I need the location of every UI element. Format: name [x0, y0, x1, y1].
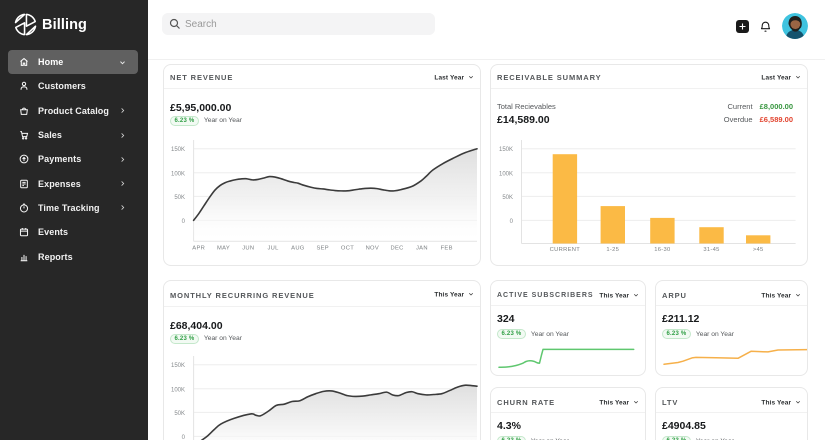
svg-text:150K: 150K	[499, 147, 513, 153]
svg-text:31-45: 31-45	[703, 247, 719, 253]
svg-text:50K: 50K	[174, 195, 185, 201]
svg-text:FEB: FEB	[441, 245, 453, 251]
svg-text:JUL: JUL	[267, 245, 279, 251]
svg-text:50K: 50K	[174, 411, 185, 417]
svg-text:MAY: MAY	[217, 245, 230, 251]
svg-text:0: 0	[510, 219, 514, 225]
svg-text:150K: 150K	[171, 147, 185, 153]
svg-text:50K: 50K	[502, 195, 513, 201]
svg-text:100K: 100K	[499, 171, 513, 177]
svg-text:100K: 100K	[171, 387, 185, 393]
svg-text:JUN: JUN	[242, 245, 254, 251]
svg-text:0: 0	[182, 435, 186, 440]
svg-text:0: 0	[182, 219, 186, 225]
svg-text:APR: APR	[192, 245, 205, 251]
svg-text:16-30: 16-30	[654, 247, 670, 253]
svg-text:JAN: JAN	[416, 245, 428, 251]
svg-text:DEC: DEC	[391, 245, 404, 251]
svg-text:CURRENT: CURRENT	[550, 247, 581, 253]
svg-text:100K: 100K	[171, 171, 185, 177]
svg-text:OCT: OCT	[341, 245, 354, 251]
svg-text:150K: 150K	[171, 363, 185, 369]
svg-text:AUG: AUG	[291, 245, 305, 251]
svg-text:>45: >45	[753, 247, 764, 253]
svg-text:1-25: 1-25	[606, 247, 619, 253]
svg-text:SEP: SEP	[316, 245, 329, 251]
svg-text:NOV: NOV	[366, 245, 379, 251]
